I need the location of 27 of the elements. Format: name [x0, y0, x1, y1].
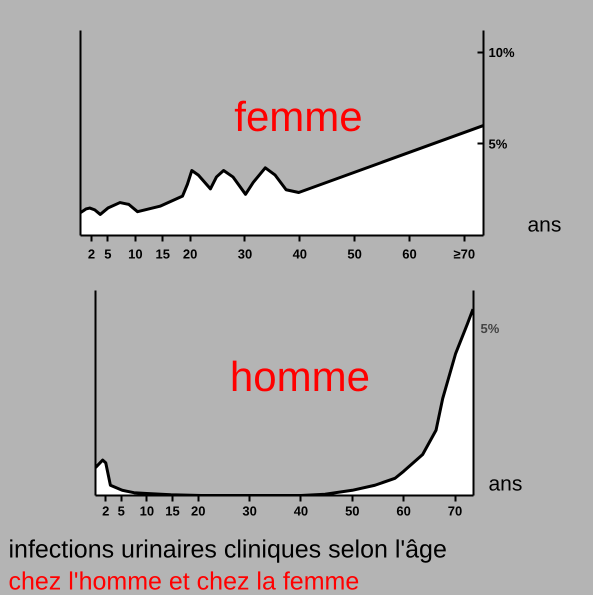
- x-axis-title: ans: [488, 472, 522, 496]
- x-tick-label: 15: [156, 246, 170, 262]
- text: chez l'homme et chez la femme: [8, 568, 360, 595]
- x-tick-label: ≥70: [454, 246, 476, 262]
- x-tick-label: 40: [294, 504, 308, 518]
- x-tick-label: 5: [118, 504, 125, 518]
- x-tick-label: 60: [402, 246, 417, 262]
- x-tick-label: 20: [190, 504, 206, 518]
- text: homme: [230, 353, 370, 400]
- x-tick-label: 60: [396, 504, 411, 518]
- text: infections urinaires cliniques selon l'âge: [8, 536, 447, 564]
- x-tick-label: 40: [292, 246, 308, 262]
- x-tick-label: 70: [448, 504, 462, 518]
- x-tick-label: 2: [102, 504, 110, 518]
- x-tick-label: 30: [238, 246, 252, 262]
- x-tick-label: 10: [128, 246, 143, 262]
- y-tick-label: 10%: [488, 44, 515, 60]
- x-tick-label: 20: [182, 246, 198, 262]
- x-tick-label: 5: [104, 246, 112, 262]
- text: femme: [234, 93, 363, 140]
- x-axis-title: ans: [528, 213, 562, 236]
- x-tick-label: 2: [88, 246, 96, 262]
- x-tick-label: 10: [140, 504, 154, 518]
- x-tick-label: 50: [345, 504, 360, 518]
- x-tick-label: 50: [347, 246, 362, 262]
- x-tick-label: 15: [165, 504, 180, 518]
- x-tick-label: 30: [242, 504, 257, 518]
